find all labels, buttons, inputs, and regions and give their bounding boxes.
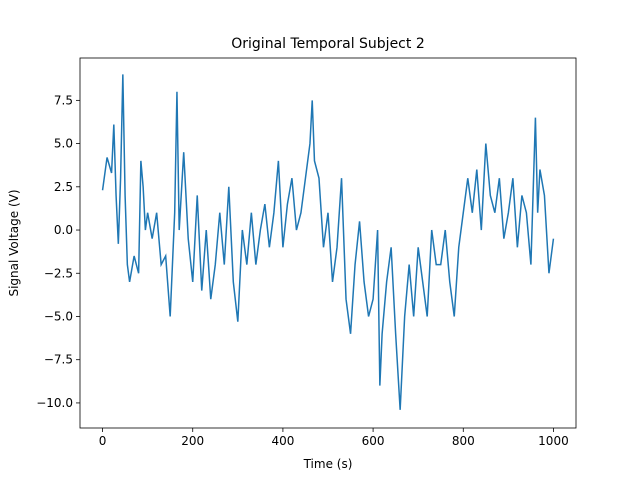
y-tick-label: 7.5 bbox=[54, 93, 73, 107]
y-tick-label: −2.5 bbox=[44, 266, 73, 280]
plot-frame bbox=[79, 57, 577, 429]
x-tick-label: 400 bbox=[271, 434, 294, 448]
chart-title: Original Temporal Subject 2 bbox=[231, 36, 424, 52]
y-tick-label: −5.0 bbox=[44, 309, 73, 323]
x-tick-label: 200 bbox=[181, 434, 204, 448]
y-axis-label: Signal Voltage (V) bbox=[7, 189, 21, 296]
y-tick-label: 0.0 bbox=[54, 223, 73, 237]
y-tick-label: −10.0 bbox=[36, 396, 73, 410]
x-tick-label: 600 bbox=[362, 434, 385, 448]
y-tick-label: 5.0 bbox=[54, 137, 73, 151]
x-axis-label: Time (s) bbox=[303, 457, 353, 471]
y-tick-label: 2.5 bbox=[54, 180, 73, 194]
data-line bbox=[101, 74, 555, 410]
x-tick-label: 800 bbox=[452, 434, 475, 448]
y-tick-label: −7.5 bbox=[44, 353, 73, 367]
x-tick-label: 1000 bbox=[538, 434, 569, 448]
x-tick-label: 0 bbox=[99, 434, 107, 448]
